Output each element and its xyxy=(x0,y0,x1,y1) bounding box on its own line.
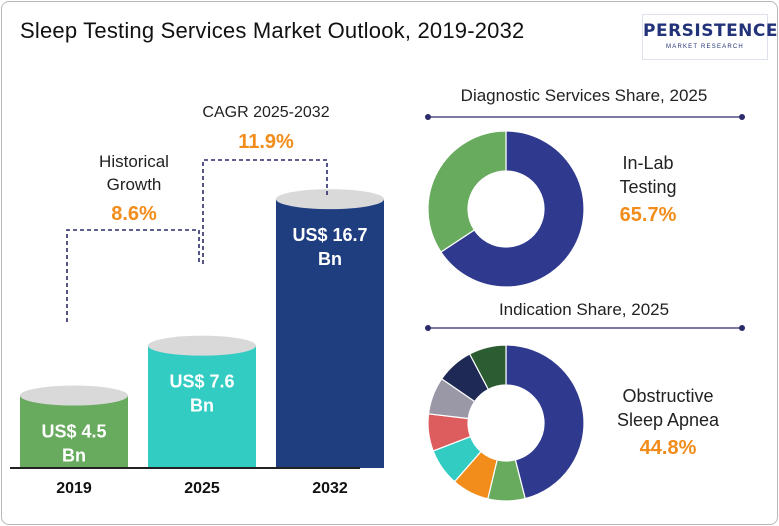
logo-brand: PERSISTENCE xyxy=(643,21,778,41)
diagnostic-highlight-value: 65.7% xyxy=(620,204,677,226)
cagr-connector xyxy=(202,159,328,264)
historical-label-line2: Growth xyxy=(107,175,162,194)
diagnostic-highlight-label-line1: In-Lab xyxy=(622,153,673,173)
page-title: Sleep Testing Services Market Outlook, 2… xyxy=(20,18,525,43)
bar-value-label-2032: US$ 16.7 xyxy=(292,225,367,245)
indication-donut xyxy=(427,344,585,502)
bar-top-cap-2019 xyxy=(20,385,128,406)
diagnostic-share-title: Diagnostic Services Share, 2025 xyxy=(461,86,708,105)
divider-dot-right xyxy=(739,114,745,120)
bar-top-cap-2025 xyxy=(148,335,256,356)
indication-share-title: Indication Share, 2025 xyxy=(499,300,669,319)
bar-value-label-2025: US$ 7.6 xyxy=(169,372,234,392)
diagnostic-highlight-label-line2: Testing xyxy=(619,177,676,197)
bar-top-cap-2032 xyxy=(276,189,384,210)
cagr-value: 11.9% xyxy=(238,131,294,153)
historical-connector xyxy=(66,229,200,322)
donut2-slice-7 xyxy=(468,344,507,391)
bar-2019 xyxy=(20,395,128,468)
x-tick-label-2019: 2019 xyxy=(56,480,92,497)
bar-value-label-2019: US$ 4.5 xyxy=(41,422,106,442)
cagr-label: CAGR 2025-2032 xyxy=(202,104,329,121)
indication-highlight-label-line1: Obstructive xyxy=(622,386,713,406)
divider-dot-right xyxy=(739,325,745,331)
logo: PERSISTENCE MARKET RESEARCH xyxy=(642,14,778,60)
donut2-slice-0 xyxy=(505,344,585,500)
donut1-slice-0 xyxy=(440,130,585,288)
bar-value-label-2032-unit: Bn xyxy=(318,249,342,269)
x-tick-label-2025: 2025 xyxy=(184,480,220,497)
historical-growth-value: 8.6% xyxy=(111,203,157,225)
indication-highlight-value: 44.8% xyxy=(640,437,697,459)
divider-dot-left xyxy=(425,325,431,331)
historical-label-line1: Historical xyxy=(99,152,169,171)
logo-tagline: MARKET RESEARCH xyxy=(666,44,744,50)
bar-2025 xyxy=(148,345,256,468)
bar-value-label-2019-unit: Bn xyxy=(62,446,86,466)
indication-highlight-label-line2: Sleep Apnea xyxy=(617,410,720,430)
divider-dot-left xyxy=(425,114,431,120)
bar-chart: US$ 4.5 Bn US$ 7.6 Bn US$ 16.7 Bn xyxy=(20,189,384,468)
bar-value-label-2025-unit: Bn xyxy=(190,396,214,416)
donut1-slice-1 xyxy=(427,130,507,253)
diagnostic-donut xyxy=(427,130,585,288)
bar-2032 xyxy=(276,199,384,468)
x-tick-label-2032: 2032 xyxy=(312,480,348,497)
